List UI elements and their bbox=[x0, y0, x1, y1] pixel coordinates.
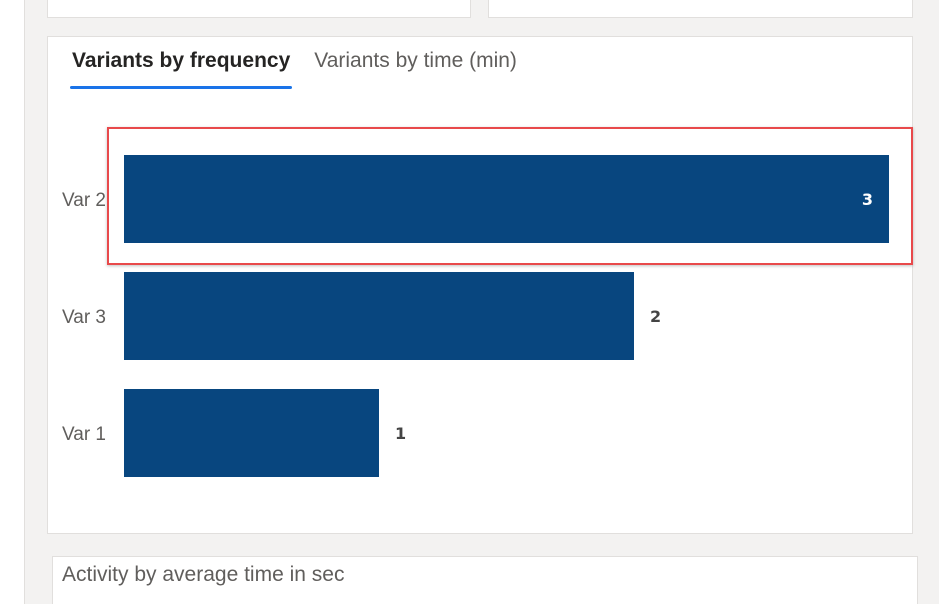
tab-variants-by-frequency[interactable]: Variants by frequency bbox=[70, 47, 293, 89]
variants-bar-chart: Var 2 3 Var 3 2 Var 1 1 bbox=[62, 155, 889, 477]
left-rail bbox=[0, 0, 25, 604]
data-label-var-1: 1 bbox=[395, 424, 406, 443]
top-left-card bbox=[47, 0, 471, 18]
tab-bar: Variants by frequency Variants by time (… bbox=[70, 47, 519, 89]
bar-var-2[interactable] bbox=[124, 155, 889, 243]
bar-var-3[interactable] bbox=[124, 272, 634, 360]
activity-time-card: Activity by average time in sec bbox=[52, 556, 918, 604]
activity-time-title: Activity by average time in sec bbox=[62, 563, 345, 586]
data-label-var-3: 2 bbox=[650, 307, 661, 326]
bar-var-1[interactable] bbox=[124, 389, 379, 477]
top-right-card bbox=[488, 0, 913, 18]
category-label-var-2: Var 2 bbox=[62, 190, 106, 211]
data-label-var-2: 3 bbox=[862, 190, 873, 209]
category-label-var-3: Var 3 bbox=[62, 307, 106, 328]
tab-variants-by-time[interactable]: Variants by time (min) bbox=[314, 49, 517, 72]
variants-card: Variants by frequency Variants by time (… bbox=[47, 36, 913, 534]
category-label-var-1: Var 1 bbox=[62, 424, 106, 445]
